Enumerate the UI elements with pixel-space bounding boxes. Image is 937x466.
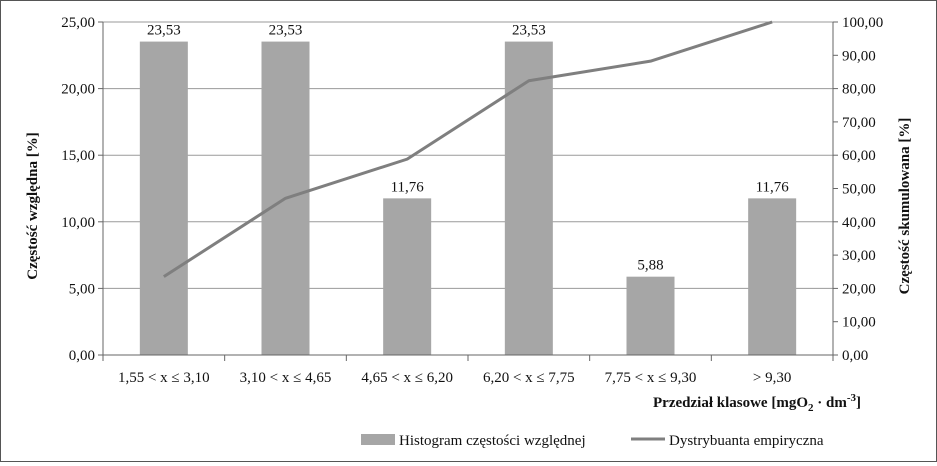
bar: [139, 41, 188, 356]
y-tick-label: 20,00: [61, 82, 95, 98]
bar: [748, 198, 797, 355]
y2-axis-title: Częstość skumulowana [%]: [897, 118, 913, 295]
y-tick-label: 10,00: [61, 215, 95, 231]
x-tick-label: 6,20 < x ≤ 7,75: [483, 370, 575, 386]
bars: [139, 41, 797, 356]
axes: [102, 22, 834, 361]
y2-tick-label: 100,00: [842, 15, 883, 31]
bar-data-label: 23,53: [147, 23, 181, 39]
bar-data-label: 11,76: [391, 179, 425, 195]
y2-tick-label: 70,00: [842, 115, 876, 131]
y2-tick-label: 40,00: [842, 215, 876, 231]
legend-swatch-histogram: [361, 434, 395, 445]
y-tick-label: 15,00: [61, 148, 95, 164]
data-labels: 23,53 23,53 11,76 23,53 5,88 11,76: [147, 23, 789, 274]
y2-tick-label: 60,00: [842, 148, 876, 164]
bar-data-label: 23,53: [269, 23, 303, 39]
y2-tick-label: 10,00: [842, 315, 876, 331]
y-left-ticks: 0,00 5,00 10,00 15,00 20,00 25,00: [61, 15, 103, 364]
bar: [626, 276, 675, 355]
bar-data-label: 5,88: [637, 258, 663, 274]
y2-tick-label: 0,00: [842, 348, 868, 364]
legend-label-line: Dystrybuanta empiryczna: [669, 433, 824, 449]
bar: [504, 41, 553, 356]
y-tick-label: 5,00: [69, 281, 95, 297]
y2-tick-label: 30,00: [842, 248, 876, 264]
y2-tick-label: 80,00: [842, 82, 876, 98]
y2-tick-label: 90,00: [842, 48, 876, 64]
x-tick-label: > 9,30: [753, 370, 791, 386]
bar-data-label: 23,53: [512, 23, 546, 39]
legend-label-histogram: Histogram częstości względnej: [399, 433, 586, 449]
cumulative-line-path: [163, 20, 773, 278]
x-tick-label: 3,10 < x ≤ 4,65: [240, 370, 332, 386]
legend: Histogram częstości względnej Dystrybuan…: [361, 433, 824, 449]
bar: [383, 198, 432, 355]
x-ticks: 1,55 < x ≤ 3,10 3,10 < x ≤ 4,65 4,65 < x ≤…: [118, 370, 791, 386]
y-right-ticks: 0,00 10,00 20,00 30,00 40,00 50,00 60,00 70,00 8…: [833, 15, 883, 364]
x-axis-title: Przedział klasowe [mgO2 · dm-3]: [653, 392, 861, 414]
y2-tick-label: 20,00: [842, 281, 876, 297]
cumulative-line: [163, 20, 773, 278]
y-tick-label: 25,00: [61, 15, 95, 31]
bar-data-label: 11,76: [756, 179, 790, 195]
y-axis-title: Częstość względna [%]: [25, 132, 41, 279]
x-tick-label: 4,65 < x ≤ 6,20: [361, 370, 453, 386]
y-tick-label: 0,00: [69, 348, 95, 364]
gridlines: [103, 21, 833, 356]
x-tick-label: 1,55 < x ≤ 3,10: [118, 370, 210, 386]
x-tick-label: 7,75 < x ≤ 9,30: [605, 370, 697, 386]
y2-tick-label: 50,00: [842, 182, 876, 198]
